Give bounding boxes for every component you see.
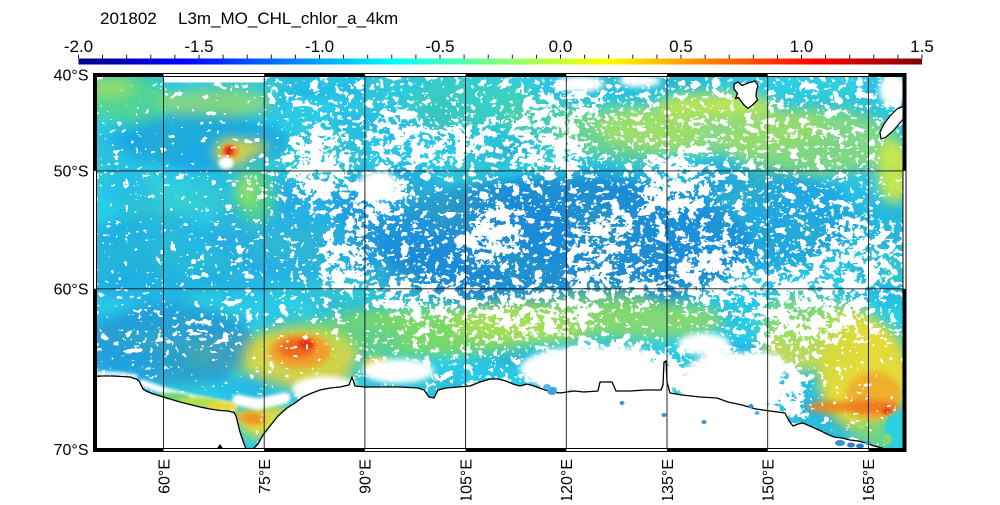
svg-text:75°E: 75°E bbox=[257, 459, 274, 494]
svg-text:1.5: 1.5 bbox=[910, 37, 934, 56]
svg-text:50°S: 50°S bbox=[54, 163, 89, 180]
svg-text:135°E: 135°E bbox=[660, 459, 677, 500]
svg-text:1.0: 1.0 bbox=[790, 37, 814, 56]
svg-text:201802: 201802 bbox=[100, 9, 157, 28]
svg-text:0.5: 0.5 bbox=[669, 37, 693, 56]
svg-text:105°E: 105°E bbox=[458, 459, 475, 500]
svg-text:0.0: 0.0 bbox=[549, 37, 573, 56]
svg-text:-0.5: -0.5 bbox=[425, 37, 454, 56]
svg-text:-2.0: -2.0 bbox=[64, 37, 93, 56]
svg-text:-1.0: -1.0 bbox=[305, 37, 334, 56]
svg-text:165°E: 165°E bbox=[861, 459, 878, 500]
svg-text:120°E: 120°E bbox=[559, 459, 576, 500]
svg-text:60°E: 60°E bbox=[156, 459, 173, 494]
svg-text:70°S: 70°S bbox=[54, 442, 89, 459]
svg-text:-1.5: -1.5 bbox=[184, 37, 213, 56]
svg-text:90°E: 90°E bbox=[358, 459, 375, 494]
svg-text:L3m_MO_CHL_chlor_a_4km: L3m_MO_CHL_chlor_a_4km bbox=[178, 9, 398, 28]
svg-text:40°S: 40°S bbox=[54, 68, 89, 85]
svg-text:60°S: 60°S bbox=[54, 281, 89, 298]
svg-text:150°E: 150°E bbox=[761, 459, 778, 500]
